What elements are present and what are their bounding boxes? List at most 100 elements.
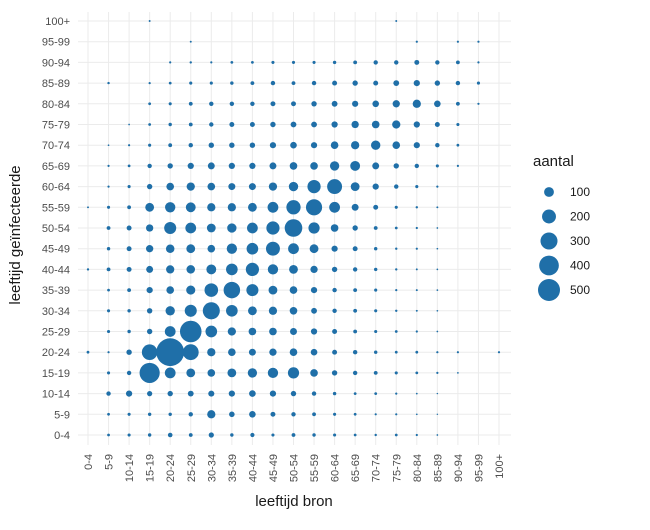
data-point: [394, 226, 398, 230]
y-tick-label: 0-4: [54, 430, 70, 442]
data-points: [86, 20, 501, 438]
data-point: [269, 142, 277, 149]
y-tick-label: 70-74: [42, 140, 70, 152]
data-point: [126, 266, 132, 272]
data-point: [249, 411, 256, 418]
data-point: [207, 348, 216, 357]
data-point: [229, 411, 235, 418]
data-point: [476, 81, 481, 85]
data-point: [210, 61, 213, 64]
y-axis-title: leeftijd geïnfecteerde: [7, 165, 24, 304]
data-point: [330, 141, 339, 150]
data-point: [310, 286, 318, 294]
data-point: [126, 349, 132, 355]
data-point: [374, 433, 377, 437]
data-point: [227, 223, 237, 233]
data-point: [352, 246, 358, 252]
data-point: [351, 120, 359, 129]
data-point: [477, 40, 480, 43]
y-tick-label: 80-84: [42, 99, 70, 111]
data-point: [167, 432, 173, 438]
data-point: [284, 219, 303, 237]
data-point: [395, 309, 398, 312]
data-point: [415, 206, 418, 209]
data-point: [126, 370, 132, 376]
x-tick-label: 20-24: [165, 454, 177, 482]
legend-title: aantal: [533, 153, 574, 170]
data-point: [107, 164, 110, 167]
data-point: [395, 392, 398, 395]
data-point: [168, 143, 173, 148]
data-point: [146, 245, 154, 253]
data-point: [245, 262, 259, 276]
data-point: [394, 350, 398, 354]
data-point: [352, 350, 358, 355]
data-point: [187, 390, 194, 397]
data-point: [353, 433, 357, 437]
data-point: [332, 308, 337, 313]
x-tick-label: 10-14: [124, 454, 136, 482]
data-point: [268, 182, 278, 191]
data-point: [188, 412, 193, 417]
data-point: [310, 265, 318, 274]
data-point: [395, 413, 398, 416]
data-point: [291, 433, 296, 437]
data-point: [415, 413, 418, 416]
data-point: [394, 60, 399, 65]
data-point: [309, 244, 319, 254]
data-point: [374, 350, 378, 354]
data-point: [311, 121, 317, 128]
data-point: [106, 329, 111, 334]
data-point: [455, 101, 460, 106]
data-point: [291, 412, 296, 417]
data-point: [167, 163, 173, 169]
data-point: [353, 392, 357, 395]
data-point: [332, 60, 337, 65]
data-point: [436, 247, 439, 250]
data-point: [352, 370, 358, 376]
data-point: [436, 330, 439, 333]
x-tick-labels: 0-4 5-9 10-14 15-19 20-24 25-29 30-34 35-39 40-4…: [83, 454, 506, 482]
data-point: [351, 141, 360, 150]
data-point: [330, 224, 339, 232]
data-point: [226, 243, 238, 254]
data-point: [353, 329, 358, 334]
data-point: [287, 367, 300, 379]
data-point: [148, 82, 151, 85]
data-point: [392, 141, 401, 150]
data-point: [202, 302, 220, 320]
data-point: [146, 328, 153, 335]
data-point: [289, 286, 298, 294]
data-point: [350, 160, 361, 171]
data-point: [127, 329, 131, 334]
data-point: [164, 326, 176, 337]
legend-key: [540, 232, 558, 250]
data-point: [308, 222, 320, 234]
data-point: [353, 60, 358, 65]
data-point: [331, 370, 338, 376]
data-point: [312, 60, 316, 64]
data-point: [249, 390, 256, 397]
data-point: [127, 288, 132, 293]
data-point: [332, 349, 338, 355]
data-point: [270, 121, 276, 128]
data-point: [209, 81, 213, 85]
data-point: [332, 80, 338, 86]
data-point: [182, 344, 199, 361]
data-point: [147, 412, 152, 416]
data-point: [265, 241, 280, 256]
data-point: [497, 351, 501, 354]
data-point: [189, 61, 192, 64]
data-point: [436, 434, 439, 436]
data-point: [207, 182, 216, 191]
data-point: [107, 351, 110, 354]
data-point: [86, 268, 90, 271]
data-point: [208, 432, 214, 438]
data-point: [435, 60, 440, 65]
data-point: [269, 162, 277, 170]
data-point: [107, 144, 110, 147]
data-point: [146, 265, 154, 273]
data-point: [415, 268, 418, 271]
data-point: [394, 184, 399, 189]
